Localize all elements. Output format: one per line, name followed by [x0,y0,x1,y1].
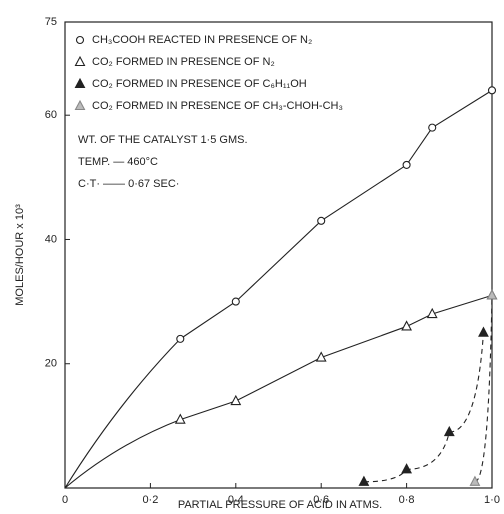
annotation: C·T· —— 0·67 SEC· [78,178,179,190]
point [230,394,242,406]
y-tick-label: 75 [45,16,57,28]
point [401,320,413,331]
point [401,463,413,474]
fit-origin [64,419,181,489]
x-tick-label: 0·4 [228,494,244,506]
series-line [363,332,485,483]
series-line [474,295,493,483]
x-axis-label: PARTIAL PRESSURE OF ACID IN ATMS. [178,499,382,511]
legend-marker [75,35,85,45]
x-tick-label: 0·8 [399,494,415,506]
legend-marker [74,55,86,67]
point [231,297,240,306]
x-tick-label: 0·2 [142,494,158,506]
plot-frame [64,21,493,489]
point [176,334,185,343]
legend-label: CO₂ FORMED IN PRESENCE OF CH₃-CHOH-CH₃ [92,100,343,112]
series-line [180,294,493,421]
point [317,216,326,225]
annotation: TEMP. — 460°C [78,156,158,168]
legend-label: CH₃COOH REACTED IN PRESENCE OF N₂ [92,34,312,46]
y-tick-label: 20 [45,358,57,370]
annotation: WT. OF THE CATALYST 1·5 GMS. [78,134,248,146]
legend-marker [74,99,86,111]
legend-marker [74,77,86,89]
point [486,289,498,300]
legend-label: CO₂ FORMED IN PRESENCE OF C₆H₁₁OH [92,78,307,90]
point [315,351,327,362]
y-tick-label: 40 [45,233,57,245]
y-tick-label: 60 [45,109,57,121]
point [469,475,481,486]
y-axis-label: MOLES/HOUR x 10³ [14,204,26,306]
x-tick-label: 0·6 [313,494,329,506]
point [478,326,489,337]
point [402,160,411,169]
fit-origin [64,338,181,489]
point [443,425,455,437]
x-tick-label: 1·0 [484,494,500,506]
point [358,475,370,486]
point [487,86,497,95]
point [174,413,186,424]
series-line [179,89,493,340]
legend-label: CO₂ FORMED IN PRESENCE OF N₂ [92,56,275,68]
point [428,123,437,132]
point [426,307,438,319]
x-tick-label: 0 [62,494,68,506]
